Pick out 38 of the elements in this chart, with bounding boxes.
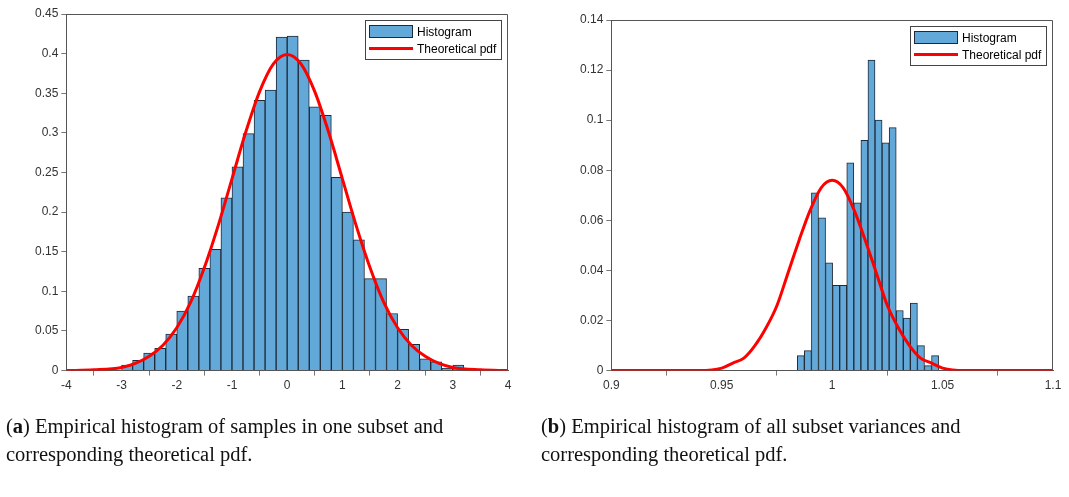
y-tick-label: 0.35 (35, 85, 59, 100)
legend-label: Theoretical pdf (417, 41, 497, 56)
y-tick-label: 0.25 (35, 164, 59, 179)
y-tick-label: 0.14 (580, 12, 604, 27)
y-tick-label: 0 (51, 362, 59, 377)
legend-label: Theoretical pdf (962, 47, 1042, 62)
y-tick-label: 0.45 (35, 6, 59, 21)
y-tick-label: 0.4 (41, 45, 59, 60)
x-tick-label: -4 (61, 378, 73, 393)
text: (b) Empirical histogram of all subset variances and corresponding theoretical pdf. (541, 414, 962, 468)
y-tick-label: 0.08 (580, 162, 604, 177)
y-tick-label: 0.1 (41, 283, 59, 298)
x-tick-label: 4 (504, 378, 512, 393)
x-tick-label: -2 (171, 378, 183, 393)
y-tick-label: 0.05 (35, 323, 59, 338)
text: (a) Empirical histogram of samples in one subset and corresponding theoretical pdf. (6, 414, 445, 468)
x-tick-label: -3 (116, 378, 128, 393)
x-tick-label: 0.9 (603, 378, 621, 393)
x-tick-label: 0 (283, 378, 291, 393)
legend-label: Histogram (962, 30, 1017, 45)
x-tick-label: -1 (226, 378, 238, 393)
y-tick-label: 0 (596, 362, 604, 377)
y-tick-label: 0.2 (41, 204, 59, 219)
x-tick-label: 1 (339, 378, 347, 393)
x-tick-label: 3 (449, 378, 457, 393)
y-tick-label: 0.12 (580, 62, 604, 77)
x-tick-label: 2 (394, 378, 402, 393)
y-tick-label: 0.04 (580, 262, 604, 277)
x-tick-label: 1.05 (930, 378, 955, 393)
x-tick-label: 0.95 (710, 378, 734, 393)
y-tick-label: 0.3 (41, 125, 59, 140)
y-tick-label: 0.02 (580, 312, 604, 327)
y-tick-label: 0.15 (35, 244, 59, 259)
y-tick-label: 0.06 (580, 212, 604, 227)
x-tick-label: 1 (828, 378, 836, 393)
legend-label: Histogram (417, 24, 472, 39)
x-tick-label: 1.1 (1044, 378, 1062, 393)
y-tick-label: 0.1 (586, 112, 604, 127)
